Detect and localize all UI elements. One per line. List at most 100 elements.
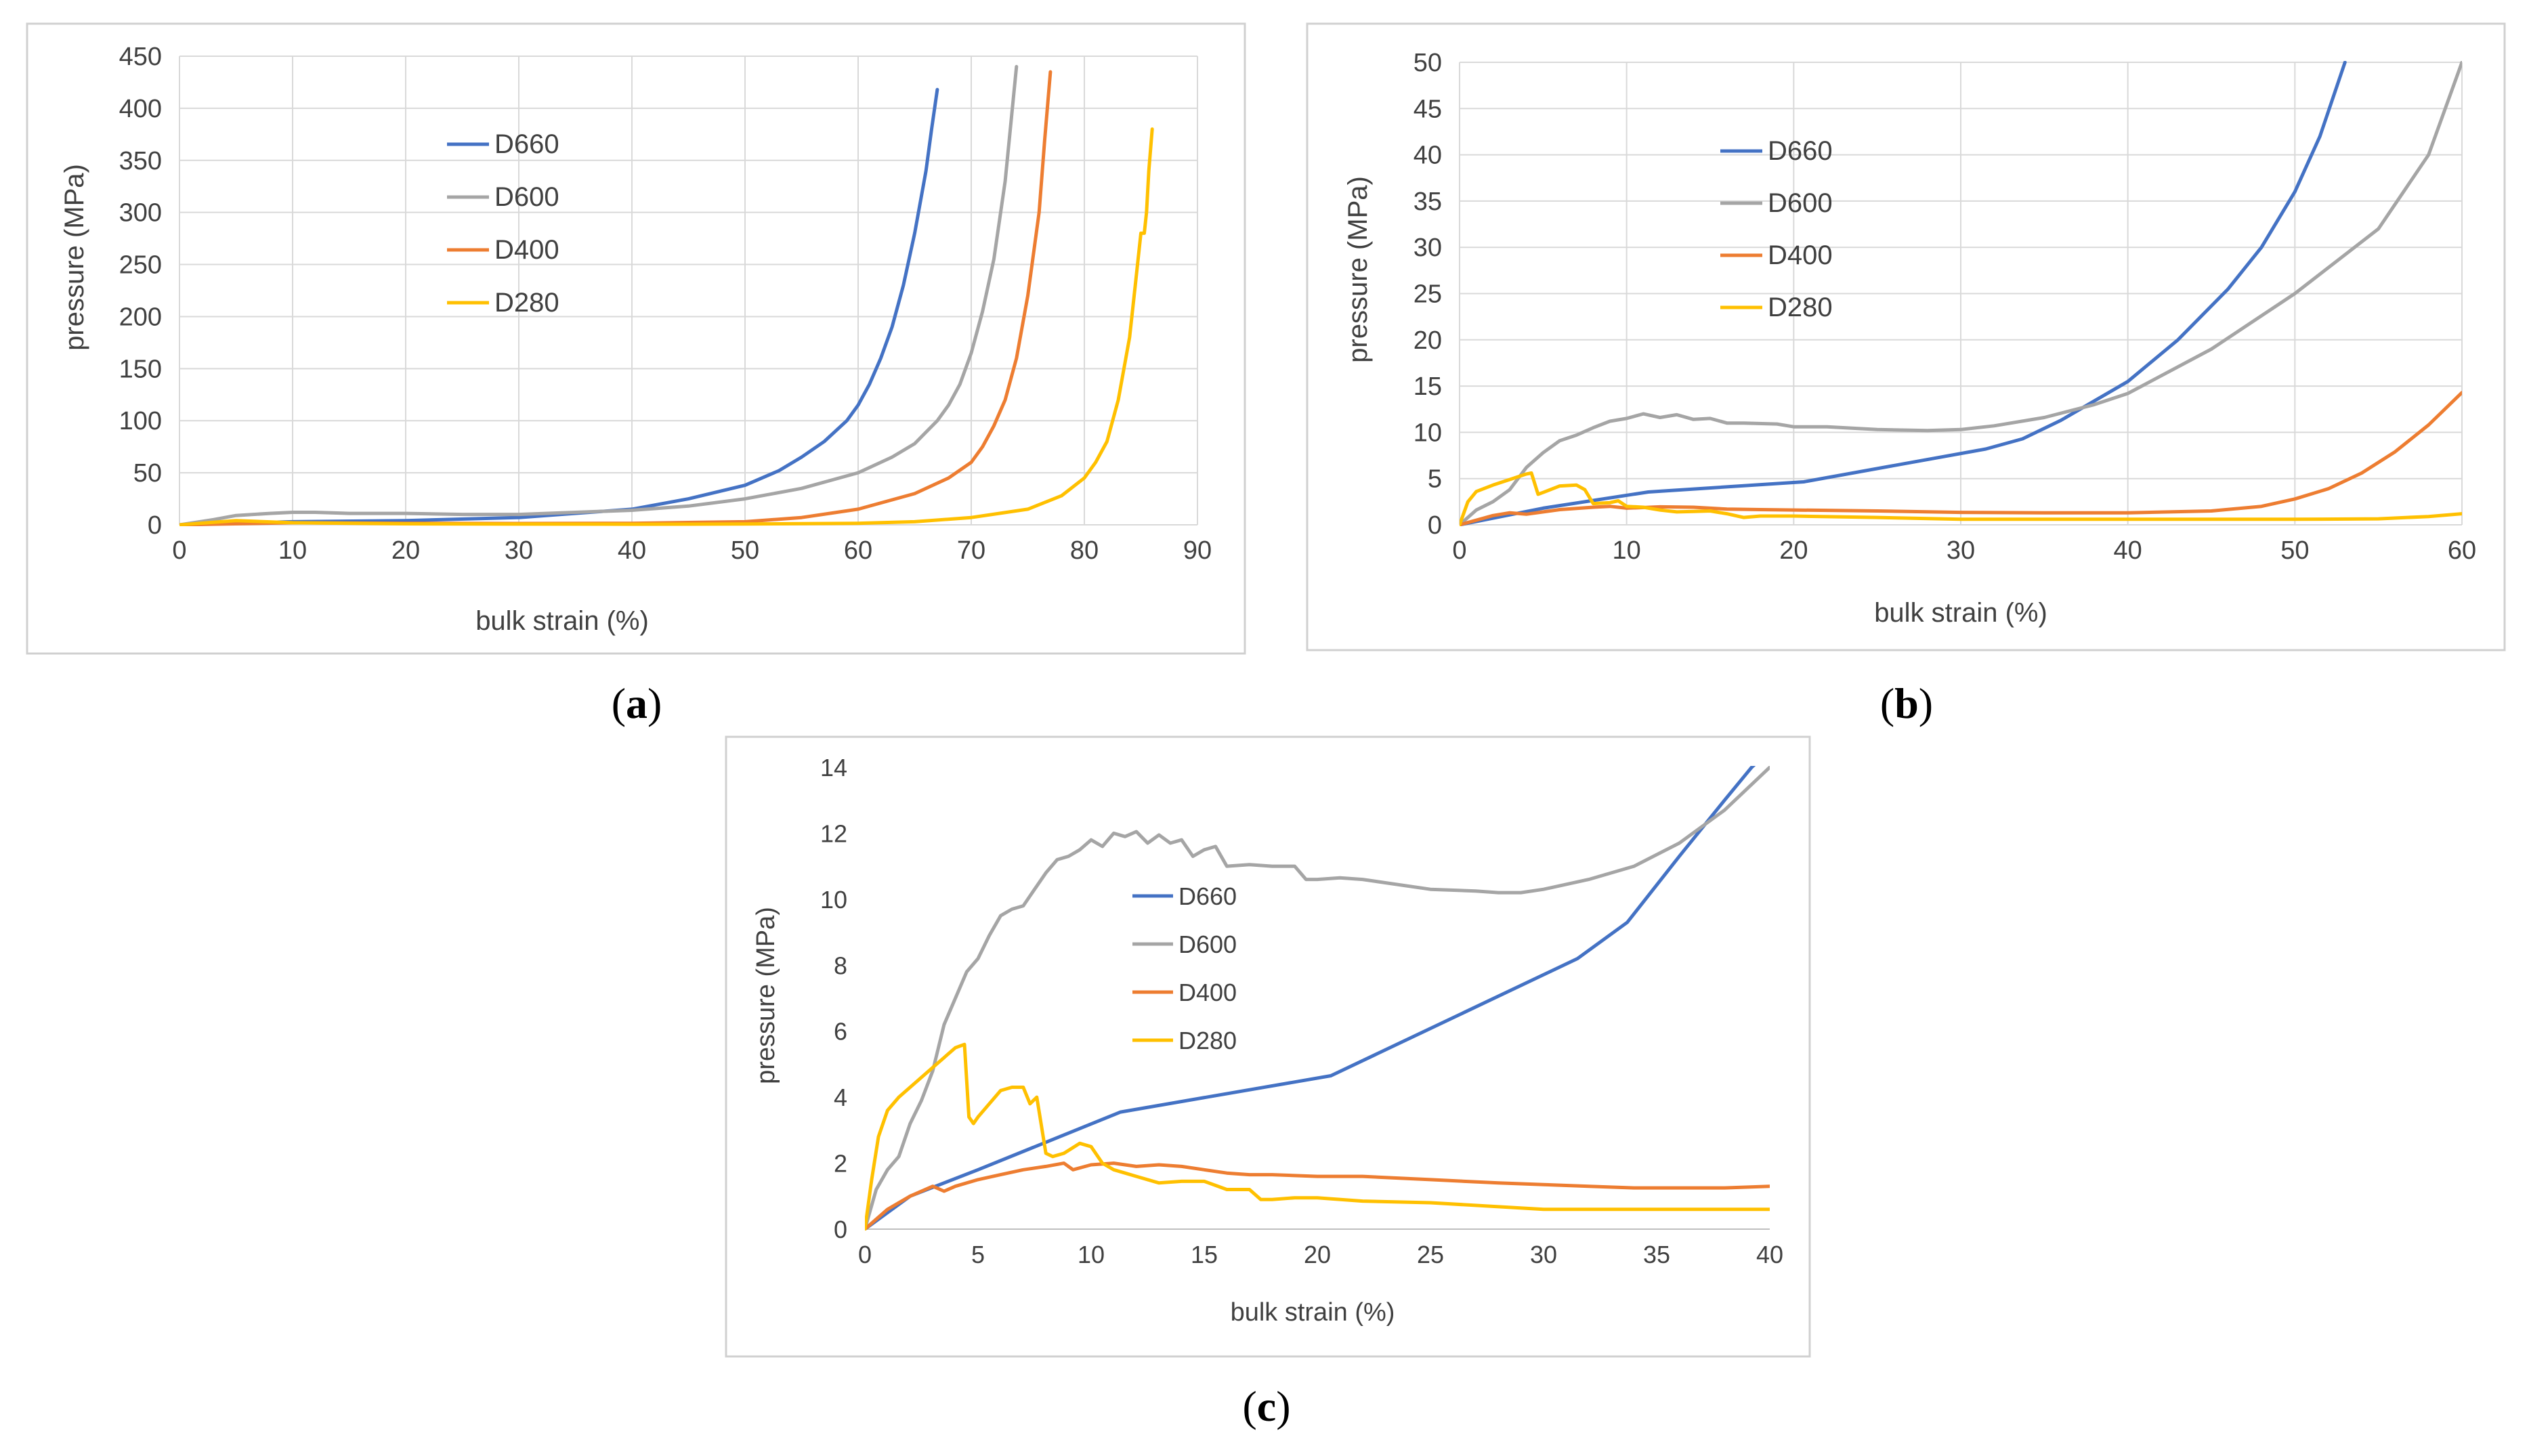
plot-area: 0 5 10 15 20 25 30 35 4002468101214D660D600D400D… <box>820 754 1783 1268</box>
series-line-d600 <box>1460 61 2462 526</box>
legend-label-d660: D660 <box>1178 882 1237 910</box>
x-tick-label: 20 <box>391 536 420 565</box>
legend-label-d660: D660 <box>494 129 559 159</box>
x-tick-label: 10 <box>1078 1241 1105 1268</box>
x-axis-label: bulk strain (%) <box>1231 1298 1395 1327</box>
legend-label-d600: D600 <box>1768 188 1833 218</box>
x-tick-label: 40 <box>618 536 646 565</box>
legend: D660 D600 D400 D280 <box>447 129 559 318</box>
y-tick-label: 35 <box>1414 188 1442 216</box>
y-tick-label: 25 <box>1414 280 1442 309</box>
series-line-d600 <box>179 64 1019 526</box>
legend-label-d400: D400 <box>494 235 559 265</box>
plot-area: 0 10 20 30 40 50 60 70 80 90 0 50 100 150 200 250 300 350… <box>119 43 1212 565</box>
caption-letter: c <box>1257 1382 1276 1430</box>
series-group <box>865 766 1770 1230</box>
legend-label-d600: D600 <box>1178 930 1237 958</box>
chart-panel-b: 0 10 20 30 40 50 60 0 5 10 15 20 25 30 35 40 45 50 D660 D60… <box>1306 22 2506 727</box>
y-tick-label: 300 <box>119 199 162 228</box>
x-tick-label: 20 <box>1779 536 1808 565</box>
x-tick-label: 20 <box>1304 1241 1331 1268</box>
series-line-d280 <box>179 127 1154 526</box>
y-tick-label: 200 <box>119 303 162 331</box>
legend-label-d660: D660 <box>1768 136 1833 166</box>
y-tick-label: 8 <box>834 951 847 979</box>
series-group <box>1460 61 2462 526</box>
y-tick-label: 0 <box>834 1216 847 1243</box>
y-tick-label: 30 <box>1414 234 1442 262</box>
y-tick-label: 40 <box>1414 142 1442 170</box>
x-tick-label: 50 <box>2280 536 2309 565</box>
legend: D660 D600 D400 D280 <box>1132 882 1237 1054</box>
y-tick-label: 14 <box>820 754 847 781</box>
chart-frame <box>26 22 1246 655</box>
panel-caption: (c) <box>1242 1382 1290 1430</box>
series-line-d400 <box>1460 391 2462 526</box>
panel-caption: (b) <box>1880 679 1933 727</box>
series-line-d400 <box>865 1161 1770 1230</box>
x-tick-label: 0 <box>1452 536 1466 565</box>
chart-frame <box>1306 22 2506 651</box>
x-tick-label: 40 <box>2114 536 2142 565</box>
y-tick-label: 50 <box>133 459 162 488</box>
series-line-d660 <box>179 87 939 526</box>
x-tick-label: 10 <box>1613 536 1641 565</box>
y-axis-label: pressure (MPa) <box>1343 176 1373 363</box>
series-group <box>179 64 1154 526</box>
legend: D660 D600 D400 D280 <box>1720 136 1833 322</box>
y-tick-label: 5 <box>1428 465 1442 494</box>
x-tick-label: 35 <box>1643 1241 1670 1268</box>
x-tick-label: 60 <box>2448 536 2476 565</box>
y-tick-label: 4 <box>834 1084 847 1111</box>
y-axis-label: pressure (MPa) <box>752 907 780 1084</box>
y-tick-label: 10 <box>820 886 847 914</box>
y-tick-label: 45 <box>1414 95 1442 123</box>
legend-label-d280: D280 <box>1768 293 1833 322</box>
y-tick-label: 12 <box>820 819 847 847</box>
x-tick-label: 15 <box>1191 1241 1218 1268</box>
y-tick-label: 0 <box>1428 511 1442 540</box>
legend-label-d280: D280 <box>494 288 559 318</box>
series-line-d600 <box>865 766 1770 1230</box>
legend-label-d400: D400 <box>1178 979 1237 1006</box>
x-tick-label: 40 <box>1756 1241 1783 1268</box>
series-line-d660 <box>1460 61 2347 526</box>
y-tick-label: 450 <box>119 43 162 71</box>
y-tick-label: 50 <box>1414 49 1442 77</box>
legend-label-d600: D600 <box>494 182 559 212</box>
x-tick-label: 30 <box>1530 1241 1557 1268</box>
y-tick-label: 2 <box>834 1150 847 1178</box>
x-tick-label: 70 <box>957 536 985 565</box>
x-tick-label: 90 <box>1183 536 1212 565</box>
y-tick-label: 0 <box>148 511 162 540</box>
x-tick-label: 50 <box>731 536 759 565</box>
panel-caption: (a) <box>612 679 662 727</box>
x-tick-label: 60 <box>844 536 872 565</box>
chart-panel-a: 0 10 20 30 40 50 60 70 80 90 0 50 100 150 200 250 300 350… <box>26 22 1246 727</box>
series-line-d280 <box>1460 471 2462 526</box>
x-tick-label: 25 <box>1417 1241 1444 1268</box>
y-tick-label: 20 <box>1414 326 1442 355</box>
chart-panel-c: 0 5 10 15 20 25 30 35 4002468101214D660D600D400D… <box>725 735 1811 1430</box>
y-axis-label: pressure (MPa) <box>60 164 89 351</box>
plot-area: 0 10 20 30 40 50 60 0 5 10 15 20 25 30 35 40 45 50 D660 D60… <box>1414 49 2476 565</box>
series-line-d660 <box>865 766 1756 1230</box>
chart-frame <box>725 735 1811 1358</box>
x-tick-label: 0 <box>172 536 186 565</box>
legend-label-d280: D280 <box>1178 1027 1237 1054</box>
caption-letter: b <box>1894 679 1919 727</box>
x-tick-label: 0 <box>858 1241 872 1268</box>
y-tick-label: 10 <box>1414 419 1442 447</box>
series-line-d280 <box>865 1042 1770 1230</box>
y-tick-label: 350 <box>119 147 162 175</box>
x-tick-label: 30 <box>505 536 533 565</box>
legend-label-d400: D400 <box>1768 240 1833 270</box>
caption-letter: a <box>626 679 647 727</box>
x-tick-label: 80 <box>1070 536 1099 565</box>
y-tick-label: 100 <box>119 407 162 435</box>
y-tick-label: 6 <box>834 1018 847 1046</box>
x-tick-label: 10 <box>278 536 307 565</box>
x-tick-label: 30 <box>1947 536 1975 565</box>
y-tick-label: 150 <box>119 355 162 383</box>
